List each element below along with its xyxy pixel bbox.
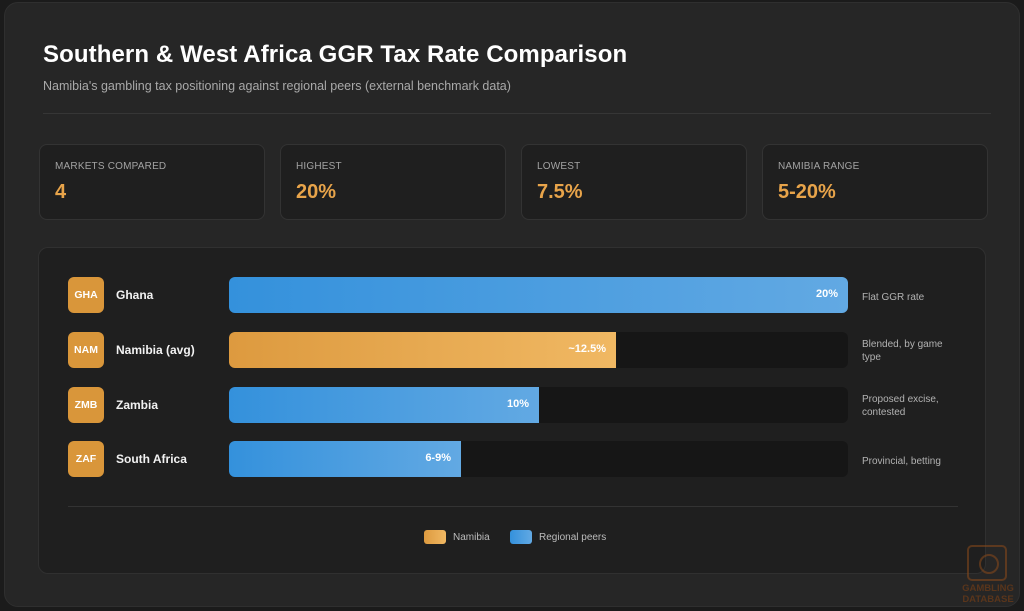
category-label: Zambia <box>116 398 159 412</box>
bar-gha <box>229 277 848 313</box>
bar-note: Flat GGR rate <box>862 292 925 303</box>
bar-chart: Namibia Regional peers GHA Ghana 20% Flat G… <box>38 247 986 574</box>
chart-divider <box>68 506 958 507</box>
country-code-badge: ZAF <box>68 441 104 477</box>
gambling-database-watermark: GAMBLING DATABASE <box>952 545 1024 611</box>
category-label: Ghana <box>116 288 154 302</box>
category-label: South Africa <box>116 452 187 466</box>
stat-card-highest: Highest 20% <box>280 144 506 220</box>
bar-value-label: 10% <box>506 398 529 410</box>
legend-label: Regional peers <box>539 531 607 543</box>
stat-value: 5-20% <box>778 181 836 203</box>
page-title: Southern & West Africa GGR Tax Rate Comp… <box>43 41 628 68</box>
chart-row-gha: GHA Ghana 20% Flat GGR rate <box>39 277 987 313</box>
watermark-text: GAMBLING DATABASE <box>962 583 1014 605</box>
bar-note: Proposed excise, contested <box>862 394 939 418</box>
bar-zmb <box>229 387 539 423</box>
country-code-badge: ZMB <box>68 387 104 423</box>
stat-label: Namibia Range <box>778 161 860 172</box>
bar-value-label: ~12.5% <box>568 343 606 355</box>
chart-row-zaf: ZAF South Africa 6-9% Provincial, betting <box>39 441 987 477</box>
bar-note: Blended, by game type <box>862 339 943 363</box>
bar-value-label: 6-9% <box>425 452 451 464</box>
legend-item-regional-peers: Regional peers <box>510 530 606 544</box>
stat-value: 4 <box>55 181 67 203</box>
chart-row-nam: NAM Namibia (avg) ~12.5% Blended, by game t… <box>39 332 987 368</box>
country-code-badge: NAM <box>68 332 104 368</box>
legend-swatch <box>424 530 446 544</box>
stat-label: Markets Compared <box>55 161 167 172</box>
legend-label: Namibia <box>453 531 490 543</box>
chart-row-zmb: ZMB Zambia 10% Proposed excise, contested <box>39 387 987 423</box>
stat-value: 20% <box>296 181 337 203</box>
legend-swatch <box>510 530 532 544</box>
stat-card-namibia-range: Namibia Range 5-20% <box>762 144 988 220</box>
bar-zaf <box>229 441 461 477</box>
bar-note: Provincial, betting <box>862 456 941 467</box>
stat-card-markets-compared: Markets Compared 4 <box>39 144 265 220</box>
roulette-logo-icon <box>967 545 1007 581</box>
country-code-badge: GHA <box>68 277 104 313</box>
stat-label: Lowest <box>537 161 581 172</box>
stat-card-lowest: Lowest 7.5% <box>521 144 747 220</box>
legend-item-namibia: Namibia <box>424 530 490 544</box>
bar-value-label: 20% <box>815 288 838 300</box>
category-label: Namibia (avg) <box>116 343 195 357</box>
stat-value: 7.5% <box>537 181 583 203</box>
header-divider <box>43 113 991 114</box>
bar-nam <box>229 332 616 368</box>
page-subtitle: Namibia's gambling tax positioning again… <box>43 79 511 93</box>
stat-label: Highest <box>296 161 342 172</box>
